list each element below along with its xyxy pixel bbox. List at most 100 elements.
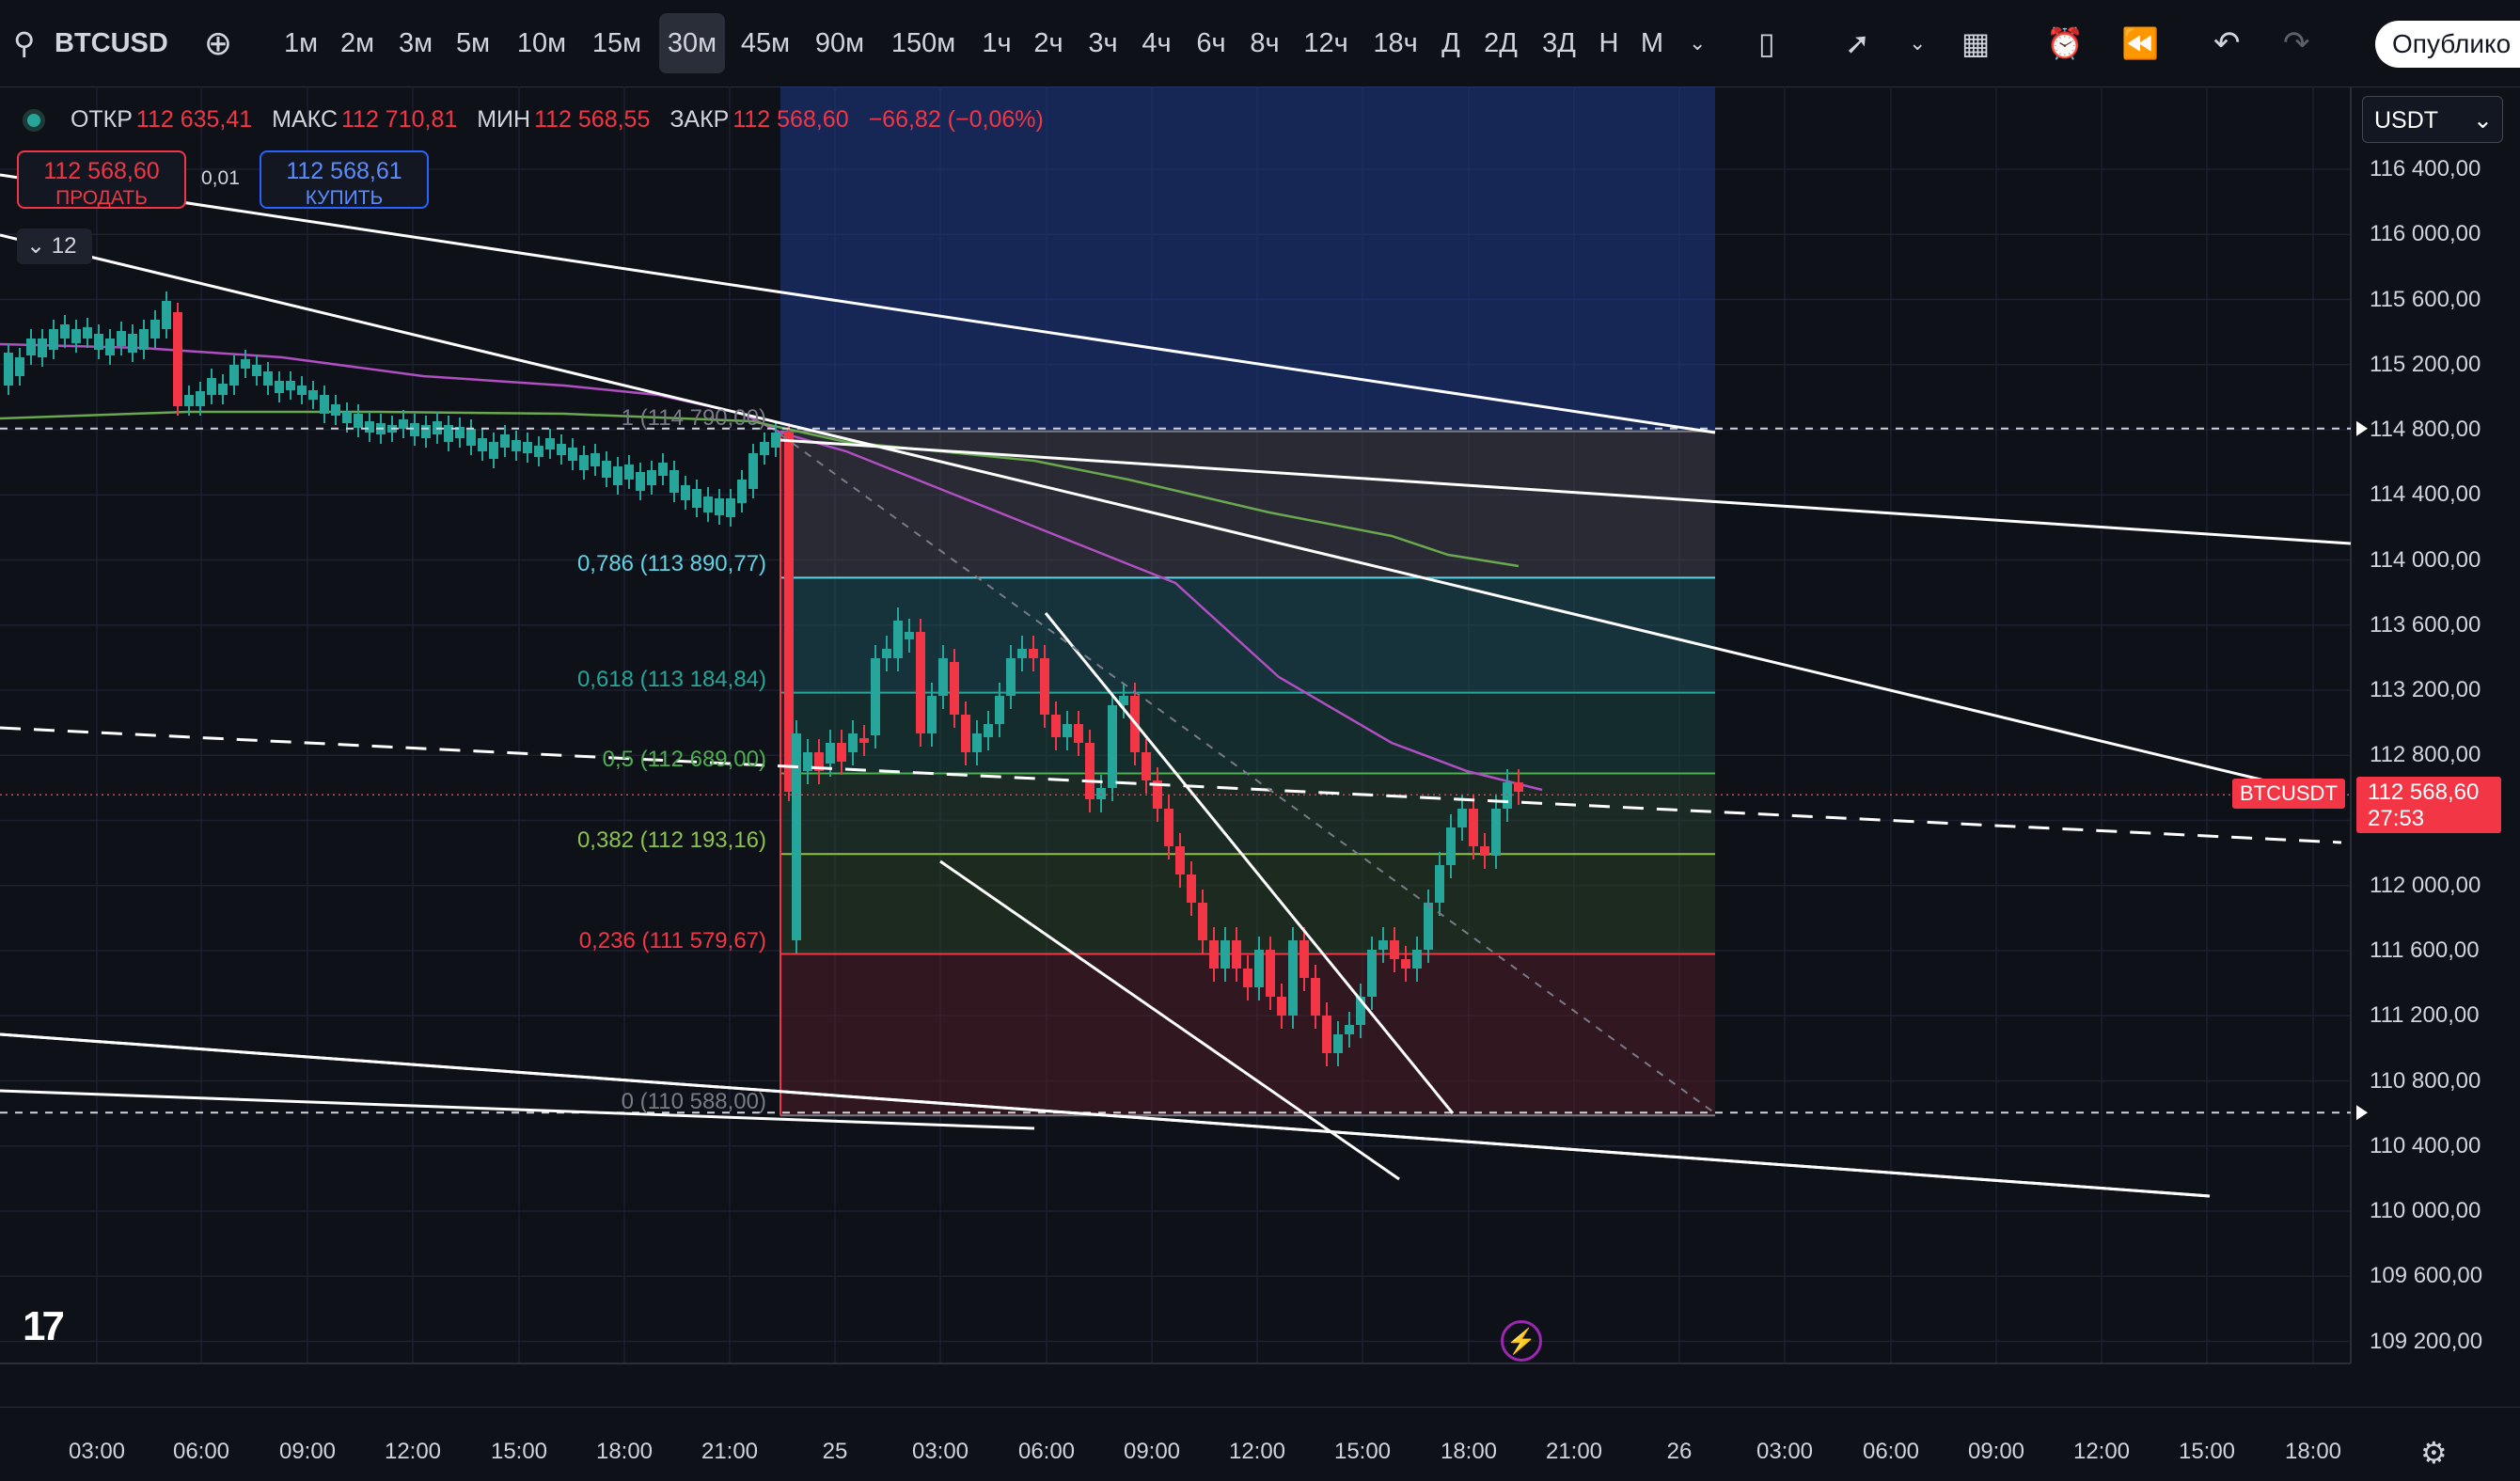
fib-level-label: 1 (114 790,00) xyxy=(621,404,766,431)
change-value: −66,82 (−0,06%) xyxy=(868,106,1044,133)
flash-icon[interactable]: ⚡ xyxy=(1501,1320,1542,1362)
candle-body xyxy=(715,498,724,515)
candle-body xyxy=(636,472,645,491)
time-tick: 12:00 xyxy=(384,1439,442,1464)
time-tick: 03:00 xyxy=(911,1439,969,1464)
candle-body xyxy=(1017,649,1027,658)
candle-body xyxy=(354,414,363,428)
interval-16[interactable]: 12ч xyxy=(1303,28,1348,58)
interval-18[interactable]: Д xyxy=(1441,28,1460,58)
candle-body xyxy=(1435,865,1444,903)
interval-6[interactable]: 30м xyxy=(659,13,725,73)
time-tick: 15:00 xyxy=(2178,1439,2236,1464)
candle-body xyxy=(139,329,149,350)
interval-11[interactable]: 2ч xyxy=(1033,28,1063,58)
interval-4[interactable]: 10м xyxy=(516,28,567,58)
candle-body xyxy=(1051,715,1061,737)
chevron-down-icon[interactable]: ⌄ xyxy=(1689,31,1707,55)
candle-type-icon[interactable]: ▯ xyxy=(1758,26,1775,60)
sell-price: 112 568,60 xyxy=(43,158,160,184)
price-tick: 112 000,00 xyxy=(2370,872,2481,898)
candle-body xyxy=(173,312,182,406)
time-tick: 09:00 xyxy=(278,1439,337,1464)
candle-body xyxy=(871,658,880,735)
candle-body xyxy=(478,438,487,451)
search-icon[interactable]: ⚲ xyxy=(13,26,36,60)
close-value: 112 568,60 xyxy=(732,106,849,133)
alert-clock-icon[interactable]: ⏰ xyxy=(2046,26,2084,60)
candle-body xyxy=(1175,846,1185,874)
sell-button[interactable]: 112 568,60 ПРОДАТЬ xyxy=(17,150,186,209)
interval-12[interactable]: 3ч xyxy=(1088,28,1118,58)
candle-body xyxy=(1311,978,1320,1016)
indicators-icon[interactable]: ➚ xyxy=(1845,26,1870,60)
high-value: 112 710,81 xyxy=(341,106,458,133)
interval-0[interactable]: 1м xyxy=(283,28,319,58)
candle-body xyxy=(1333,1034,1343,1053)
interval-8[interactable]: 90м xyxy=(814,28,865,58)
interval-15[interactable]: 8ч xyxy=(1250,28,1280,58)
high-label: МАКС xyxy=(272,106,338,133)
fib-band xyxy=(780,577,1715,693)
candle-body xyxy=(4,353,13,386)
candle-body xyxy=(275,381,284,393)
quantity-value[interactable]: 0,01 xyxy=(201,167,240,189)
candle-body xyxy=(60,324,70,339)
tradingview-logo-icon[interactable]: 17 xyxy=(23,1303,65,1349)
time-tick: 03:00 xyxy=(1756,1439,1814,1464)
candle-body xyxy=(658,463,668,476)
candle-body xyxy=(905,632,914,639)
fib-level-label: 0 (110 588,00) xyxy=(621,1089,766,1115)
symbol-search[interactable]: BTCUSD xyxy=(55,28,168,58)
replay-icon[interactable]: ⏪ xyxy=(2121,26,2159,60)
chevron-down-icon[interactable]: ⌄ xyxy=(1909,31,1927,55)
candle-body xyxy=(263,371,273,386)
price-tick: 114 800,00 xyxy=(2370,417,2481,442)
candle-body xyxy=(837,743,846,762)
candle-body xyxy=(771,433,780,448)
candle-body xyxy=(1424,903,1433,950)
undo-icon[interactable]: ↶ xyxy=(2213,25,2241,61)
time-tick: 18:00 xyxy=(2284,1439,2342,1464)
candle-body xyxy=(692,489,701,508)
buy-button[interactable]: 112 568,61 КУПИТЬ xyxy=(260,150,429,209)
fib-diagonal xyxy=(780,433,1716,1114)
candle-body xyxy=(1198,903,1207,940)
settings-gear-icon[interactable]: ⚙ xyxy=(2420,1436,2448,1470)
interval-20[interactable]: 3Д xyxy=(1542,28,1576,58)
time-tick: 06:00 xyxy=(172,1439,230,1464)
price-tick: 110 400,00 xyxy=(2370,1132,2481,1158)
redo-icon[interactable]: ↷ xyxy=(2283,25,2310,61)
trend-line xyxy=(780,438,2352,545)
layout-grid-icon[interactable]: ▦ xyxy=(1961,26,1991,60)
interval-1[interactable]: 2м xyxy=(339,28,375,58)
interval-22[interactable]: М xyxy=(1640,28,1664,58)
interval-21[interactable]: Н xyxy=(1599,28,1619,58)
interval-19[interactable]: 2Д xyxy=(1484,28,1518,58)
candle-body xyxy=(1074,724,1083,743)
candle-body xyxy=(105,339,115,355)
candle-body xyxy=(331,404,340,416)
candle-body xyxy=(320,395,329,414)
interval-3[interactable]: 5м xyxy=(455,28,491,58)
candle-body xyxy=(512,440,521,451)
interval-9[interactable]: 150м xyxy=(890,28,956,58)
interval-7[interactable]: 45м xyxy=(740,28,791,58)
interval-17[interactable]: 18ч xyxy=(1373,28,1418,58)
interval-10[interactable]: 1ч xyxy=(982,28,1012,58)
compare-add-icon[interactable]: ⊕ xyxy=(203,24,233,62)
time-tick: 26 xyxy=(1666,1439,1693,1464)
candle-body xyxy=(893,621,903,658)
interval-13[interactable]: 4ч xyxy=(1142,28,1172,58)
interval-5[interactable]: 15м xyxy=(591,28,642,58)
indicators-toggle[interactable]: ⌄ 12 xyxy=(17,228,92,264)
interval-14[interactable]: 6ч xyxy=(1196,28,1226,58)
candle-body xyxy=(455,427,465,438)
currency-select[interactable]: USDT ⌄ xyxy=(2362,96,2503,143)
publish-button[interactable]: Опублико xyxy=(2375,21,2520,68)
channel-bottom xyxy=(0,1032,2211,1198)
candle-body xyxy=(792,733,801,940)
candle-body xyxy=(1514,782,1523,792)
interval-2[interactable]: 3м xyxy=(398,28,433,58)
